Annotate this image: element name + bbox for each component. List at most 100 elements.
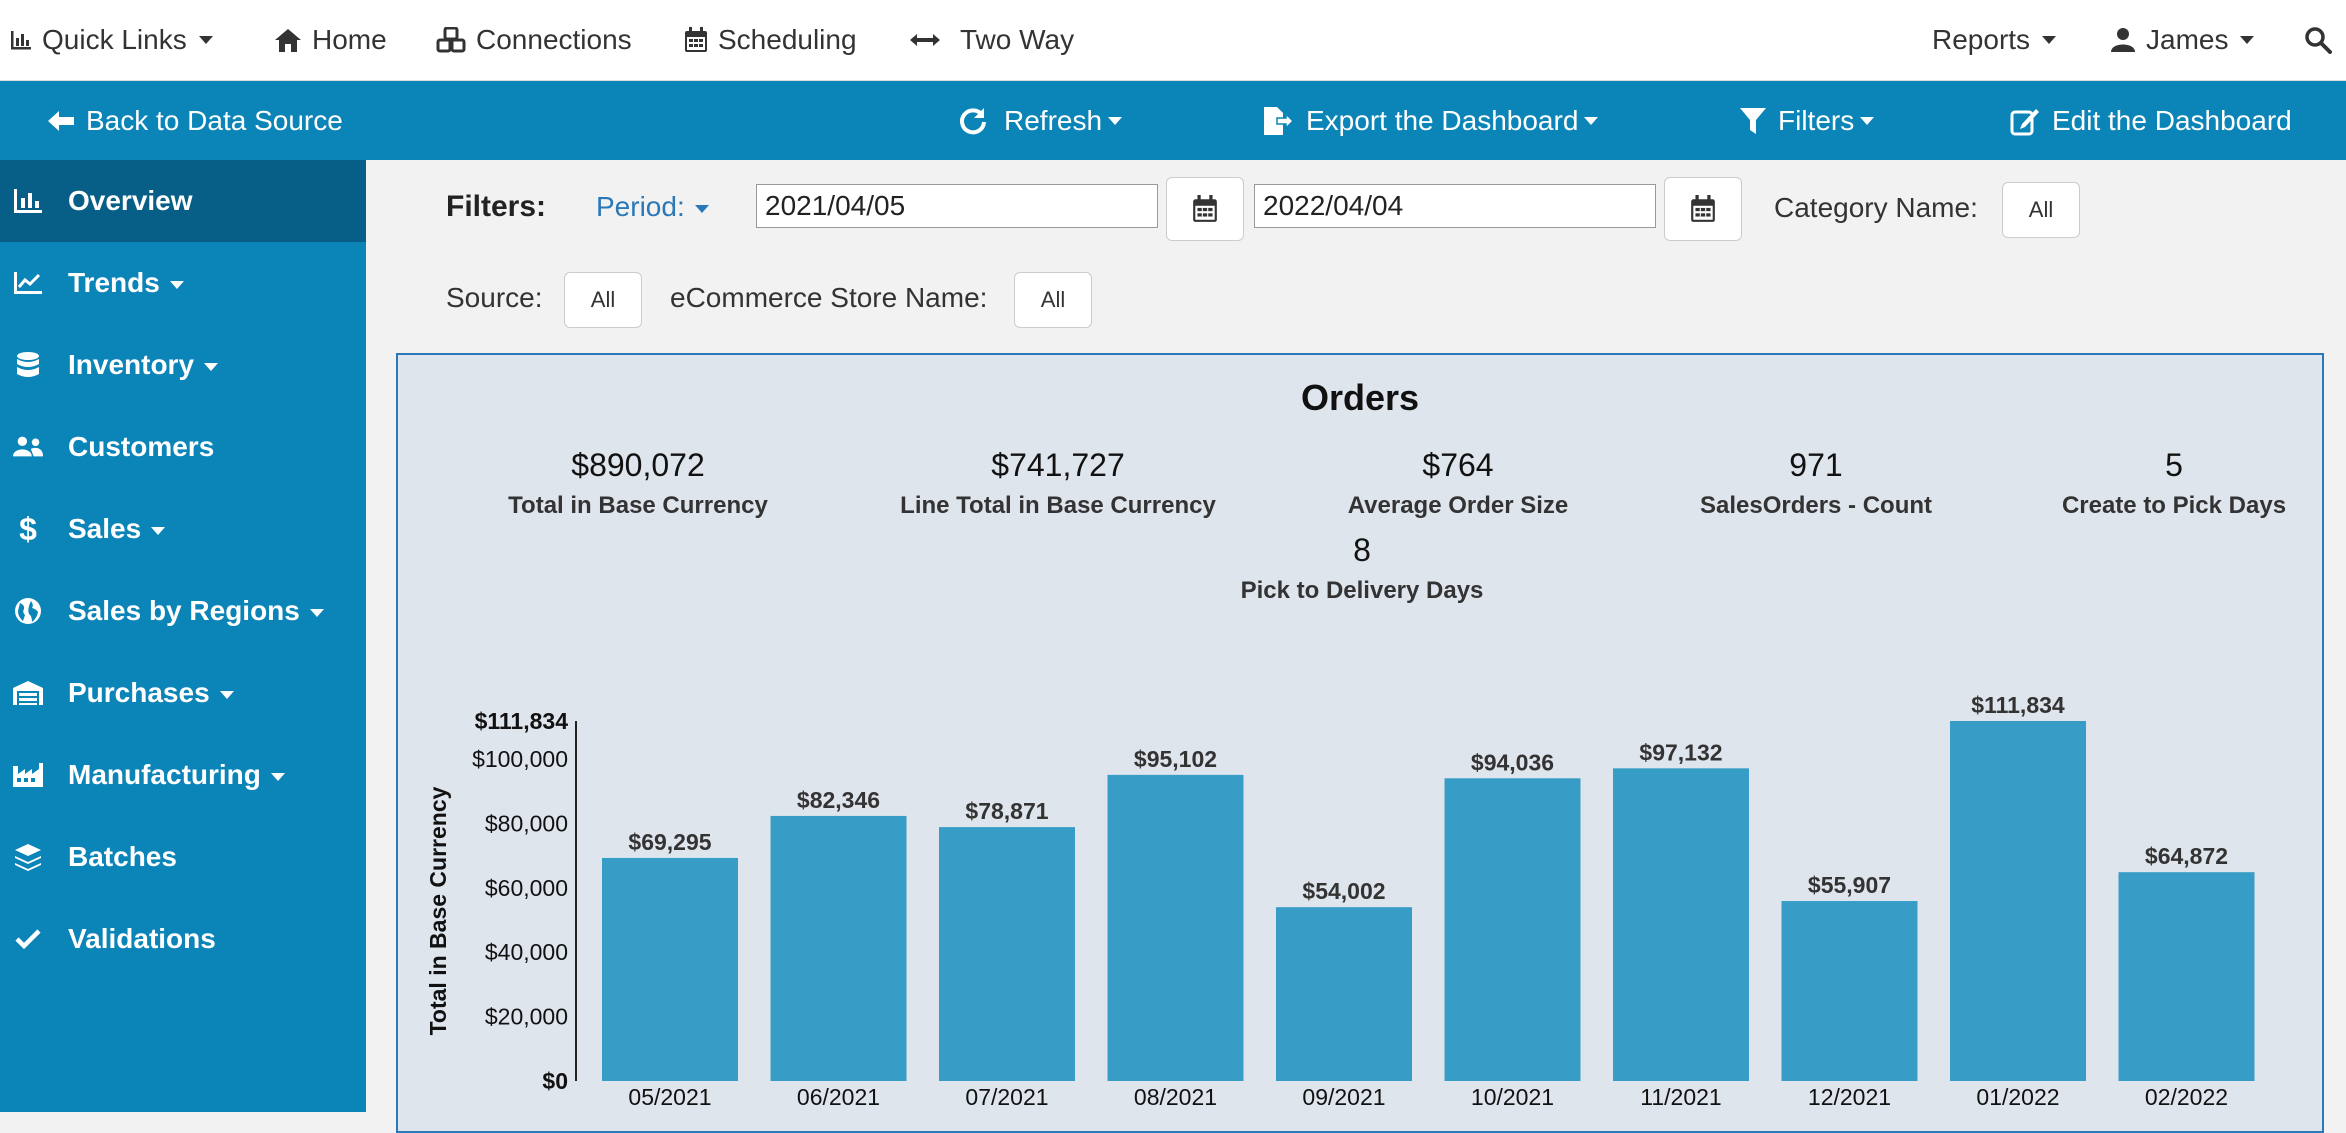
sidebar-item-sales-by-regions[interactable]: Sales by Regions — [0, 570, 366, 652]
bar-data-label: $55,907 — [1808, 872, 1891, 898]
sidebar-item-trends[interactable]: Trends — [0, 242, 366, 324]
bar-chart-icon — [12, 185, 44, 217]
x-tick-label: 12/2021 — [1808, 1084, 1891, 1105]
layers-icon — [12, 841, 44, 873]
back-label: Back to Data Source — [86, 104, 343, 136]
bar — [1276, 907, 1412, 1081]
sidebar-item-label: Sales — [68, 513, 166, 545]
filter-icon — [1740, 107, 1766, 134]
industry-icon — [12, 759, 44, 791]
period-dropdown[interactable]: Period: — [596, 191, 709, 223]
y-tick-label: $20,000 — [485, 1004, 568, 1030]
bar — [770, 815, 907, 1081]
end-date-input[interactable] — [1254, 184, 1656, 228]
kpi-value: $764 — [1422, 447, 1494, 483]
sidebar-item-label: Sales by Regions — [68, 595, 324, 627]
kpi-value: $741,727 — [991, 447, 1125, 483]
bar-data-label: $97,132 — [1639, 739, 1722, 765]
y-tick-label: $80,000 — [485, 810, 568, 836]
sidebar-item-label: Overview — [68, 185, 193, 216]
filters-label: Filters — [1778, 104, 1855, 136]
kpi-pick-to-delivery-days: 8 Pick to Delivery Days — [1202, 532, 1522, 605]
bar-data-label: $95,102 — [1134, 746, 1217, 772]
bar-data-label: $64,872 — [2145, 843, 2228, 869]
chevron-down-icon — [1860, 116, 1875, 125]
y-tick-label: $0 — [542, 1068, 568, 1094]
category-name-select[interactable]: All — [2002, 182, 2080, 238]
back-to-data-source-button[interactable]: Back to Data Source — [48, 81, 343, 160]
sidebar-item-purchases[interactable]: Purchases — [0, 652, 366, 734]
bar — [939, 827, 1075, 1081]
home-icon — [275, 29, 301, 52]
sidebar-item-validations[interactable]: Validations — [0, 898, 366, 980]
ecommerce-store-select[interactable]: All — [1014, 272, 1092, 328]
sidebar-item-label: Manufacturing — [68, 759, 285, 791]
quick-links-menu[interactable]: Quick Links — [10, 0, 213, 80]
sidebar-item-batches[interactable]: Batches — [0, 816, 366, 898]
sidebar-item-label: Customers — [68, 431, 215, 462]
bar-data-label: $82,346 — [797, 787, 880, 813]
bar — [1613, 768, 1749, 1081]
kpi-salesorders-count: 971 SalesOrders - Count — [1656, 447, 1976, 520]
sidebar-item-overview[interactable]: Overview — [0, 160, 366, 242]
sidebar: Overview Trends Inventory Customers $ Sa… — [0, 160, 366, 1112]
end-date-calendar-button[interactable] — [1664, 177, 1742, 241]
edit-icon — [2010, 108, 2039, 135]
top-nav: Quick Links Home Connections Scheduling … — [0, 0, 2346, 81]
category-name-label: Category Name: — [1774, 192, 1978, 223]
warehouse-icon — [12, 677, 44, 709]
user-menu[interactable]: James — [2110, 0, 2255, 80]
x-tick-label: 07/2021 — [965, 1084, 1048, 1105]
search-button[interactable] — [2304, 0, 2342, 80]
bar-data-label: $78,871 — [965, 798, 1048, 824]
x-tick-label: 02/2022 — [2145, 1084, 2228, 1105]
arrows-horizontal-icon — [910, 34, 940, 46]
kpi-line-total: $741,727 Line Total in Base Currency — [898, 447, 1218, 520]
refresh-label: Refresh — [1004, 104, 1103, 136]
scheduling-label: Scheduling — [718, 24, 857, 55]
sidebar-item-inventory[interactable]: Inventory — [0, 324, 366, 406]
connections-label: Connections — [476, 24, 632, 55]
x-tick-label: 06/2021 — [797, 1084, 880, 1105]
sidebar-item-label: Batches — [68, 841, 177, 872]
globe-icon — [12, 595, 44, 627]
bar-chart-icon — [11, 31, 31, 50]
start-date-input[interactable] — [756, 184, 1158, 228]
chevron-down-icon — [1584, 116, 1599, 125]
calendar-icon — [685, 27, 707, 52]
kpi-value: $890,072 — [571, 447, 705, 483]
home-label: Home — [312, 24, 387, 55]
database-icon — [12, 349, 44, 381]
edit-dashboard-button[interactable]: Edit the Dashboard — [2010, 81, 2292, 160]
x-tick-label: 01/2022 — [1976, 1084, 2059, 1105]
scheduling-link[interactable]: Scheduling — [684, 0, 857, 80]
two-way-label: Two Way — [960, 24, 1075, 55]
sidebar-item-customers[interactable]: Customers — [0, 406, 366, 488]
export-dashboard-button[interactable]: Export the Dashboard — [1262, 81, 1599, 160]
kpi-label: SalesOrders - Count — [1699, 492, 1933, 519]
start-date-calendar-button[interactable] — [1166, 177, 1244, 241]
bar — [1950, 721, 2086, 1081]
bar-data-label: $111,834 — [1971, 692, 2065, 718]
sidebar-item-sales[interactable]: $ Sales — [0, 488, 366, 570]
arrow-left-icon — [48, 110, 74, 131]
two-way-link[interactable]: Two Way — [910, 0, 1074, 80]
sidebar-item-label: Trends — [68, 267, 184, 299]
source-label: Source: — [446, 282, 543, 313]
sidebar-item-manufacturing[interactable]: Manufacturing — [0, 734, 366, 816]
connections-link[interactable]: Connections — [436, 0, 632, 80]
reports-menu[interactable]: Reports — [1932, 0, 2057, 80]
kpi-average-order-size: $764 Average Order Size — [1298, 447, 1618, 520]
source-select[interactable]: All — [564, 272, 642, 328]
user-name: James — [2146, 24, 2229, 55]
kpi-create-to-pick-days: 5 Create to Pick Days — [2014, 447, 2334, 520]
filters-button[interactable]: Filters — [1740, 81, 1875, 160]
line-chart-icon — [12, 267, 44, 299]
refresh-button[interactable]: Refresh — [958, 81, 1123, 160]
orders-panel: Orders $890,072 Total in Base Currency $… — [396, 353, 2324, 1133]
refresh-icon — [960, 107, 986, 134]
x-tick-label: 11/2021 — [1640, 1084, 1721, 1105]
calendar-icon — [1193, 195, 1217, 222]
home-link[interactable]: Home — [274, 0, 387, 80]
bar — [2118, 872, 2255, 1081]
